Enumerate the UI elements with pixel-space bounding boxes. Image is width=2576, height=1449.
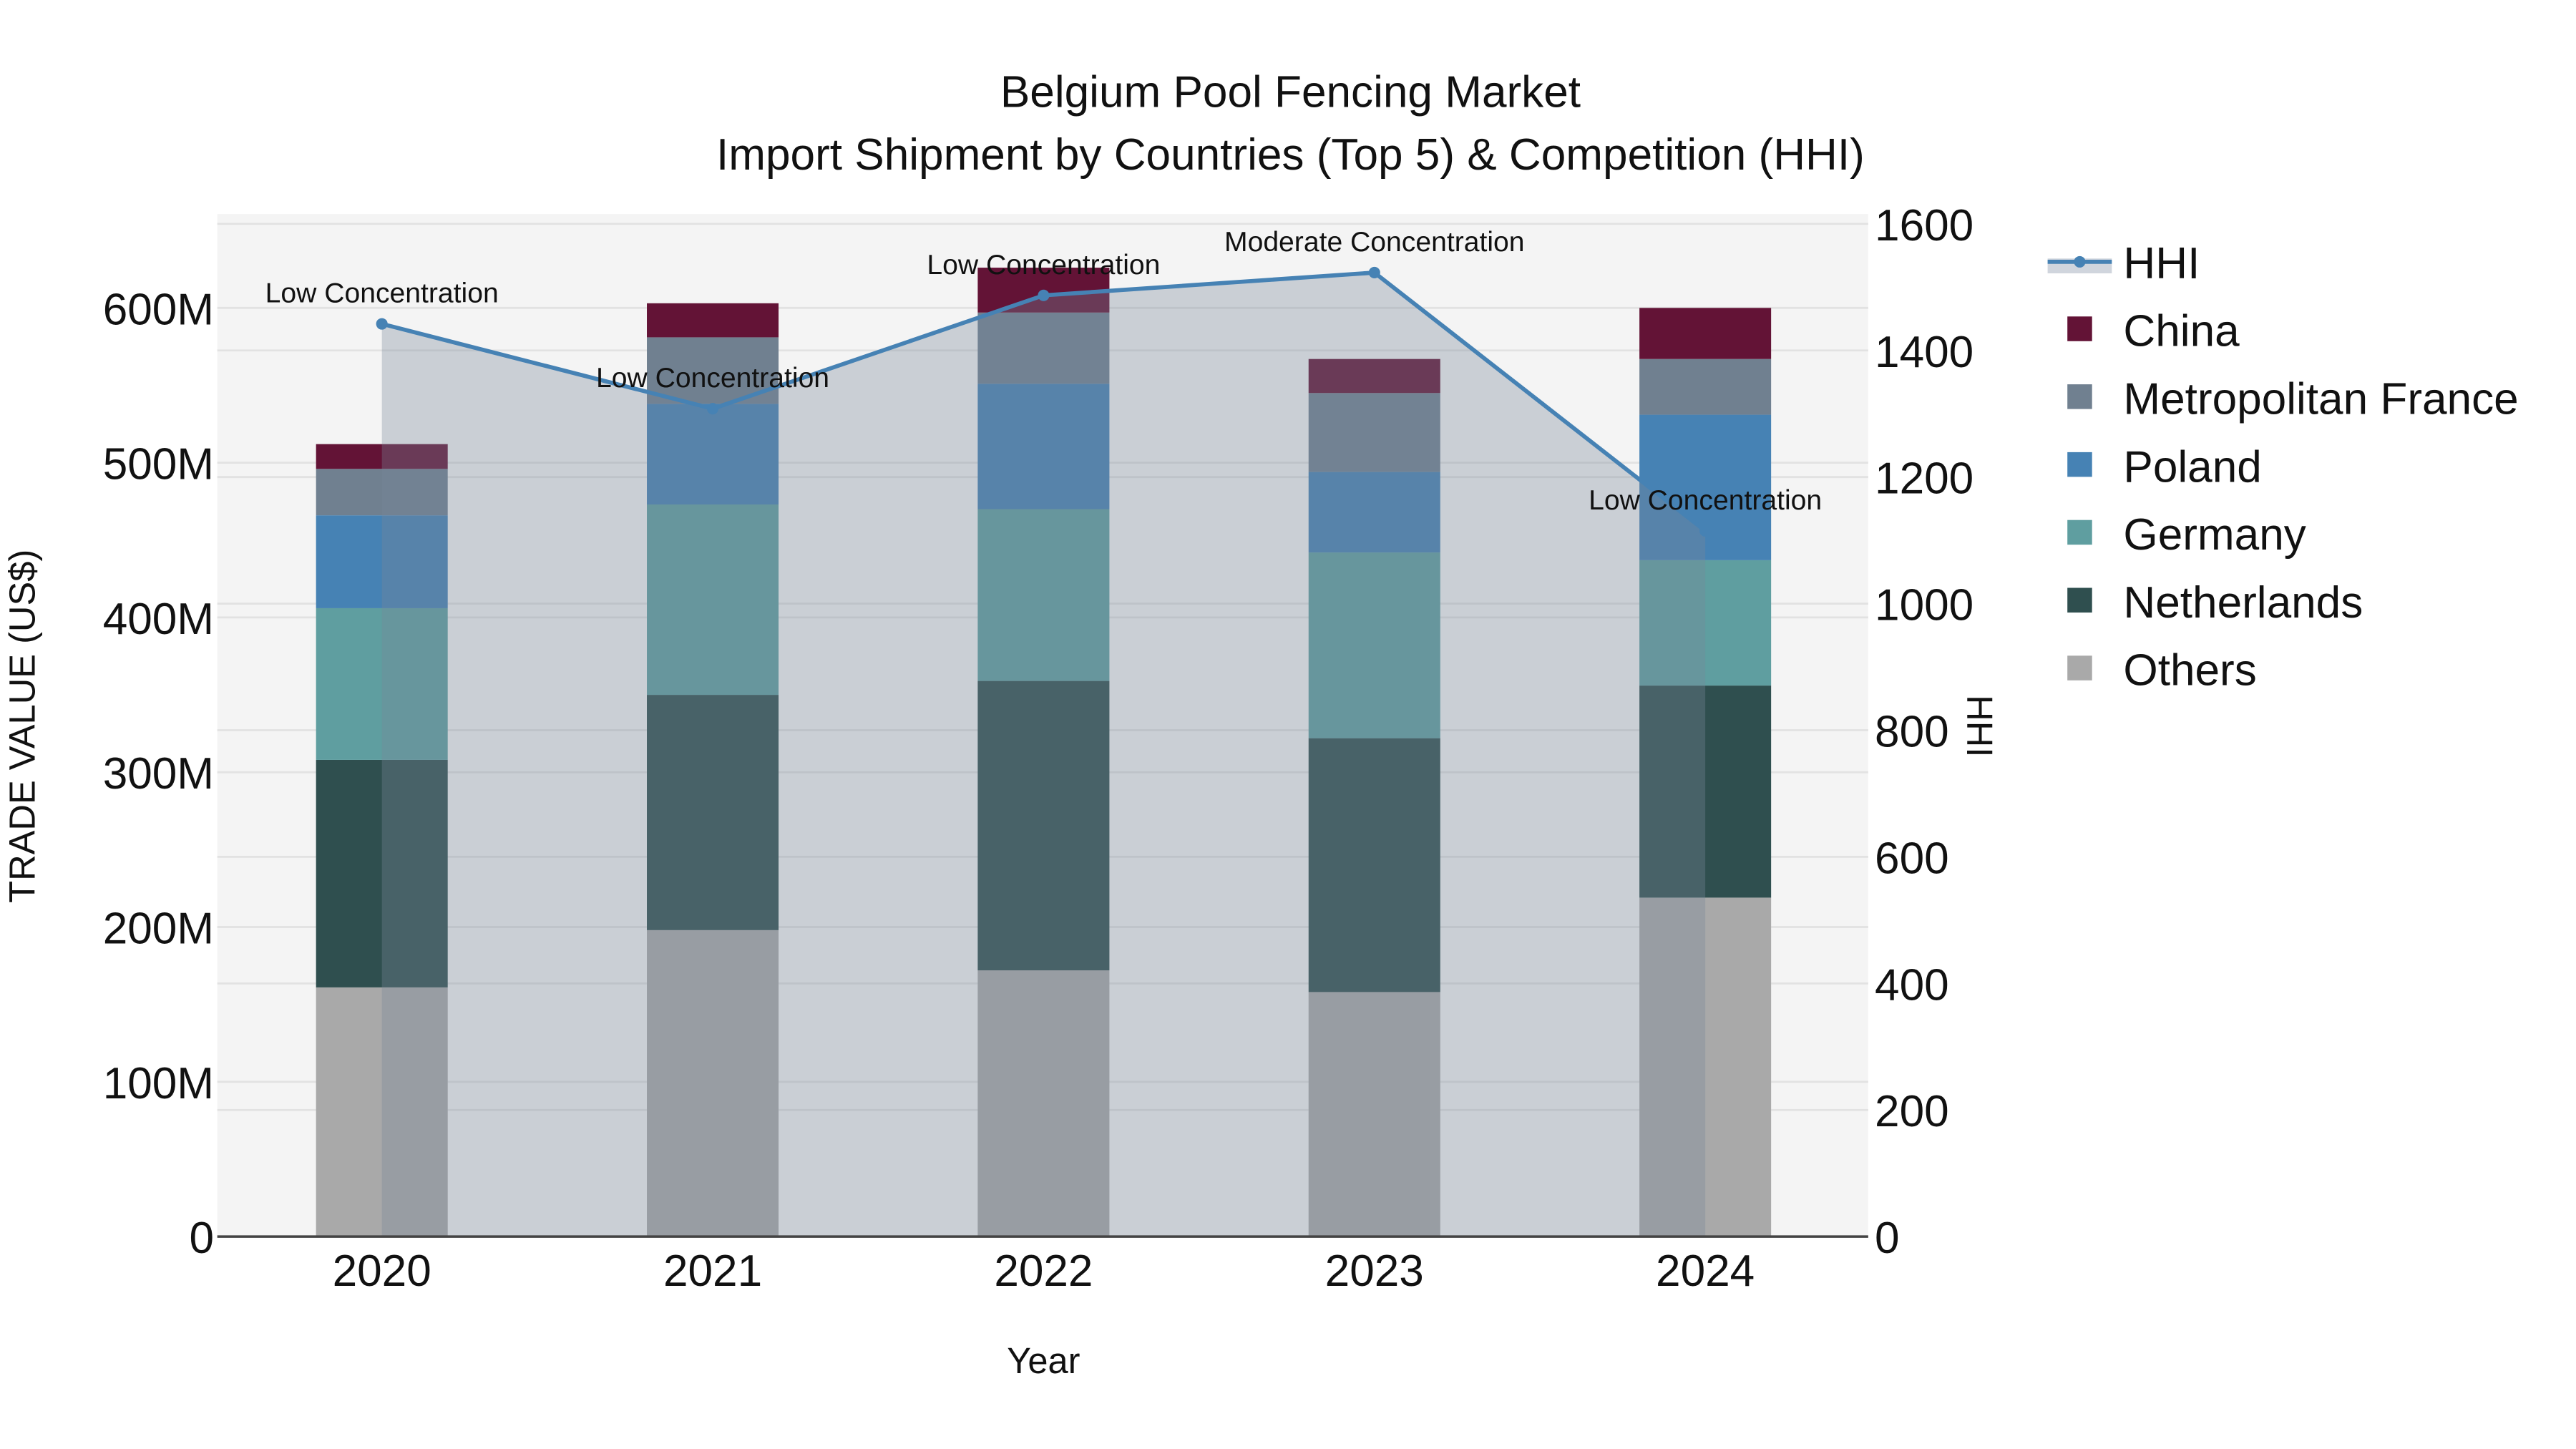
- y2-axis-title: HHI: [1959, 695, 2000, 757]
- legend-label: Others: [2123, 646, 2256, 696]
- bar-segment-netherlands[interactable]: [977, 680, 1110, 971]
- x-tick-label: 2024: [1656, 1246, 1755, 1296]
- color-swatch-icon: [2067, 519, 2092, 545]
- y-tick-label: 100M: [103, 1059, 214, 1108]
- legend-item-china[interactable]: China: [2067, 307, 2240, 356]
- y2-axis-ticks: 0 200 400 600 800 1000 1200 1400 1600: [1875, 201, 1974, 1263]
- bar-segment-china[interactable]: [1308, 358, 1440, 394]
- y2-tick-label: 600: [1875, 834, 1949, 883]
- hhi-point-2023[interactable]: [1368, 266, 1380, 279]
- y2-tick-label: 1400: [1875, 328, 1974, 377]
- bar-stack-2023[interactable]: [1308, 358, 1440, 1237]
- bar-segment-others[interactable]: [1308, 992, 1440, 1237]
- y-tick-label: 200M: [103, 904, 214, 954]
- y-tick-label: 300M: [103, 749, 214, 799]
- hhi-annotation-2020: Low Concentration: [265, 278, 499, 309]
- legend-label: Poland: [2123, 442, 2261, 492]
- hhi-point-2020[interactable]: [376, 318, 388, 330]
- legend-item-metropolitan-france[interactable]: Metropolitan France: [2067, 374, 2519, 424]
- hhi-annotation-2023: Moderate Concentration: [1224, 227, 1525, 258]
- chart-subtitle: Import Shipment by Countries (Top 5) & C…: [716, 130, 1865, 180]
- hhi-annotation-2024: Low Concentration: [1589, 485, 1822, 516]
- legend-label: China: [2123, 307, 2240, 356]
- bar-segment-germany[interactable]: [316, 608, 448, 760]
- legend-label: Netherlands: [2123, 578, 2363, 628]
- bar-segment-netherlands[interactable]: [1639, 686, 1772, 898]
- legend-item-poland[interactable]: Poland: [2067, 442, 2262, 492]
- bar-segment-netherlands[interactable]: [1308, 738, 1440, 992]
- point-marker-icon: [2074, 255, 2086, 268]
- bar-segment-others[interactable]: [1639, 897, 1772, 1237]
- y-tick-label: 400M: [103, 595, 214, 644]
- bar-segment-china[interactable]: [316, 444, 448, 469]
- bar-segment-china[interactable]: [1639, 308, 1772, 359]
- bar-segment-poland[interactable]: [1308, 472, 1440, 553]
- bar-segment-poland[interactable]: [647, 404, 779, 505]
- bar-stack-2022[interactable]: [977, 268, 1110, 1237]
- bar-stack-2024[interactable]: [1639, 308, 1772, 1237]
- legend-item-others[interactable]: Others: [2067, 646, 2257, 696]
- hhi-annotation-2022: Low Concentration: [927, 250, 1160, 280]
- bar-segment-netherlands[interactable]: [647, 695, 779, 930]
- bar-segment-germany[interactable]: [647, 504, 779, 696]
- stacked-bars: [316, 268, 1772, 1237]
- bar-segment-china[interactable]: [647, 303, 779, 338]
- hhi-annotation-2021: Low Concentration: [596, 363, 829, 394]
- legend-label: HHI: [2123, 239, 2200, 288]
- bar-segment-metropolitan-france[interactable]: [1639, 358, 1772, 415]
- color-swatch-icon: [2067, 655, 2092, 680]
- y-axis-title: TRADE VALUE (US$): [1, 550, 42, 903]
- y2-tick-label: 0: [1875, 1214, 1900, 1263]
- bar-segment-poland[interactable]: [316, 515, 448, 608]
- hhi-line-area: [376, 266, 1712, 1237]
- y2-tick-label: 200: [1875, 1087, 1949, 1136]
- hhi-point-2021[interactable]: [706, 403, 719, 415]
- bar-segment-germany[interactable]: [1639, 560, 1772, 686]
- y2-tick-label: 800: [1875, 708, 1949, 757]
- bar-segment-metropolitan-france[interactable]: [977, 312, 1110, 384]
- bar-segment-others[interactable]: [316, 987, 448, 1237]
- color-swatch-icon: [2067, 452, 2092, 477]
- bar-segment-others[interactable]: [647, 930, 779, 1237]
- legend-label: Metropolitan France: [2123, 374, 2518, 424]
- x-tick-label: 2021: [663, 1246, 762, 1296]
- bar-segment-germany[interactable]: [977, 509, 1110, 681]
- y-tick-label: 0: [190, 1214, 215, 1263]
- y-tick-label: 600M: [103, 285, 214, 334]
- color-swatch-icon: [2067, 316, 2092, 341]
- bar-segment-metropolitan-france[interactable]: [316, 469, 448, 516]
- legend-item-hhi[interactable]: HHI: [2047, 239, 2200, 288]
- bar-stack-2020[interactable]: [316, 444, 448, 1237]
- bar-segment-germany[interactable]: [1308, 552, 1440, 738]
- color-swatch-icon: [2067, 587, 2092, 613]
- y2-tick-label: 1200: [1875, 454, 1974, 504]
- x-tick-label: 2022: [994, 1246, 1093, 1296]
- x-axis-title: Year: [1007, 1340, 1080, 1381]
- y2-tick-label: 1600: [1875, 201, 1974, 250]
- legend-item-germany[interactable]: Germany: [2067, 510, 2306, 560]
- x-tick-label: 2023: [1325, 1246, 1424, 1296]
- legend-item-netherlands[interactable]: Netherlands: [2067, 578, 2363, 628]
- bar-segment-netherlands[interactable]: [316, 759, 448, 987]
- bar-stack-2021[interactable]: [647, 303, 779, 1237]
- legend: HHI China Metropolitan France Poland Germany…: [2047, 239, 2519, 696]
- hhi-annotations: Low Concentration Low Concentration Low Co…: [265, 227, 1823, 516]
- bar-segment-poland[interactable]: [977, 384, 1110, 509]
- hhi-point-2024[interactable]: [1699, 525, 1712, 537]
- bar-segment-metropolitan-france[interactable]: [1308, 393, 1440, 472]
- chart-title: Belgium Pool Fencing Market: [1000, 68, 1581, 117]
- y2-tick-label: 1000: [1875, 581, 1974, 630]
- hhi-area: [381, 272, 1706, 1237]
- y2-tick-label: 400: [1875, 960, 1949, 1010]
- y-axis-ticks: 0 100M 200M 300M 400M 500M 600M: [103, 285, 214, 1263]
- hhi-point-2022[interactable]: [1038, 289, 1050, 301]
- y-tick-label: 500M: [103, 440, 214, 489]
- bar-segment-others[interactable]: [977, 970, 1110, 1237]
- legend-label: Germany: [2123, 510, 2306, 560]
- color-swatch-icon: [2067, 384, 2092, 409]
- x-tick-label: 2020: [333, 1246, 431, 1296]
- x-axis-ticks: 2020 2021 2022 2023 2024: [333, 1246, 1755, 1296]
